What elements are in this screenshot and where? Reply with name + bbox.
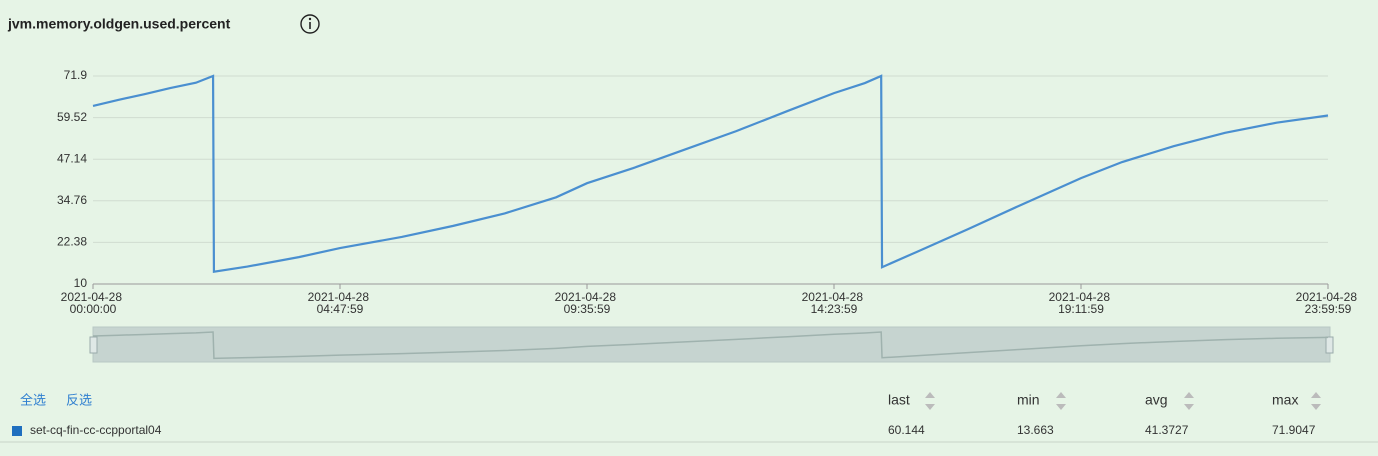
stats-header[interactable]: min	[1017, 392, 1040, 408]
slider-handle-left[interactable]	[89, 336, 98, 354]
x-tick-label: 2021-04-28 04:47:59	[308, 290, 373, 316]
y-tick-label: 59.52	[57, 110, 87, 124]
y-tick-label: 22.38	[57, 235, 87, 249]
series-line	[92, 74, 1329, 273]
x-tick-label: 2021-04-28 19:11:59	[1049, 290, 1114, 316]
select-all[interactable]: 全选	[20, 392, 46, 407]
y-tick-label: 47.14	[57, 151, 87, 165]
overview-line	[92, 331, 1329, 360]
stats-value: 60.144	[888, 423, 925, 437]
chart-title: jvm.memory.oldgen.used.percent	[7, 16, 231, 32]
stats-value: 13.663	[1017, 423, 1054, 437]
x-tick-label: 2021-04-28 14:23:59	[802, 290, 867, 316]
stats-value: 71.9047	[1272, 423, 1316, 437]
stats-value: 41.3727	[1145, 423, 1189, 437]
y-tick-label: 34.76	[57, 193, 87, 207]
legend-swatch[interactable]	[12, 426, 22, 436]
legend-entry[interactable]: set-cq-fin-cc-ccpportal04	[30, 423, 162, 437]
info-icon[interactable]	[300, 14, 320, 34]
x-tick-label: 2021-04-28 23:59:59	[1296, 290, 1361, 316]
invert-selection[interactable]: 反选	[66, 392, 92, 407]
x-tick-label: 2021-04-28 09:35:59	[555, 290, 620, 316]
y-tick-label: 10	[74, 276, 88, 290]
sort-icon[interactable]	[925, 392, 935, 410]
y-tick-label: 71.9	[64, 68, 88, 82]
stats-header[interactable]: last	[888, 392, 910, 408]
sort-icon[interactable]	[1056, 392, 1066, 410]
slider-handle-right[interactable]	[1325, 336, 1334, 354]
stats-header[interactable]: avg	[1145, 392, 1168, 408]
sort-icon[interactable]	[1311, 392, 1321, 410]
stats-header[interactable]: max	[1272, 392, 1298, 408]
sort-icon[interactable]	[1184, 392, 1194, 410]
x-tick-label: 2021-04-28 00:00:00	[61, 290, 126, 316]
